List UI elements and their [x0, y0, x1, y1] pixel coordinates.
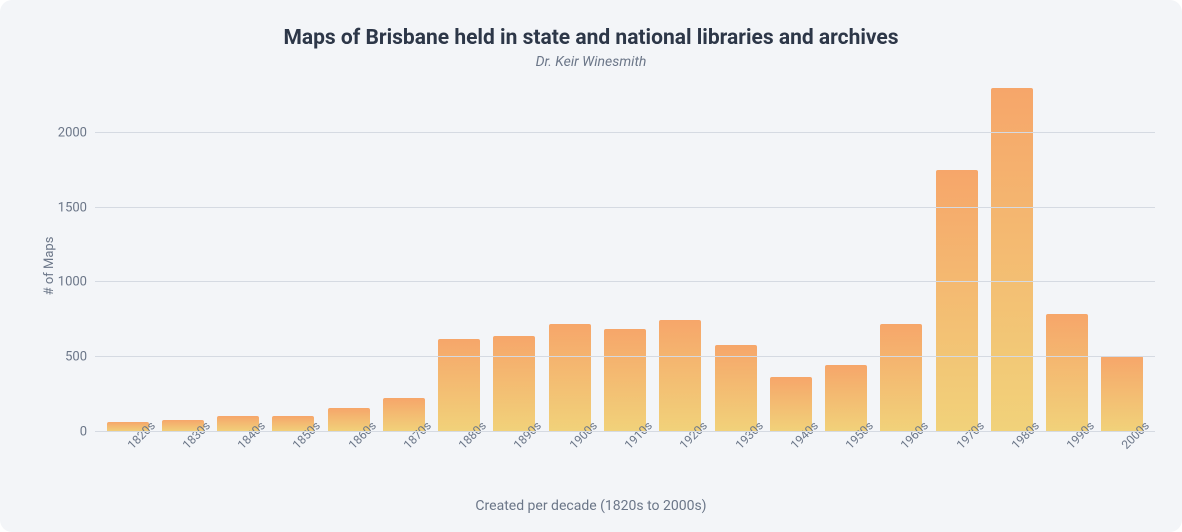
bar [825, 365, 867, 432]
bar [936, 170, 978, 432]
x-axis-label: Created per decade (1820s to 2000s) [0, 498, 1182, 514]
bar-slot: 1860s [321, 88, 376, 432]
bar-slot: 1870s [376, 88, 431, 432]
bar-slot: 2000s [1095, 88, 1150, 432]
y-tick-label: 1500 [58, 200, 87, 215]
bar [991, 88, 1033, 432]
grid-line [95, 207, 1155, 208]
bar [1101, 356, 1143, 432]
plot-area: 1820s1830s1840s1850s1860s1870s1880s1890s… [95, 88, 1155, 432]
bar [604, 329, 646, 432]
bar-slot: 1930s [708, 88, 763, 432]
bars-container: 1820s1830s1840s1850s1860s1870s1880s1890s… [95, 88, 1155, 432]
bar [493, 336, 535, 432]
bar-slot: 1840s [211, 88, 266, 432]
bar-slot: 1980s [984, 88, 1039, 432]
chart-subtitle: Dr. Keir Winesmith [0, 54, 1182, 70]
bar-slot: 1900s [542, 88, 597, 432]
bar [880, 324, 922, 432]
bar-slot: 1940s [763, 88, 818, 432]
bar-slot: 1960s [874, 88, 929, 432]
bar [549, 324, 591, 432]
bar-slot: 1910s [597, 88, 652, 432]
grid-line [95, 356, 1155, 357]
y-tick-label: 2000 [58, 125, 87, 140]
bar-slot: 1830s [155, 88, 210, 432]
chart-title: Maps of Brisbane held in state and natio… [0, 26, 1182, 50]
bar-slot: 1880s [432, 88, 487, 432]
y-tick-label: 500 [65, 350, 87, 365]
bar-slot: 1820s [100, 88, 155, 432]
bar-slot: 1990s [1040, 88, 1095, 432]
grid-line [95, 281, 1155, 282]
bar-slot: 1970s [929, 88, 984, 432]
grid-line [95, 132, 1155, 133]
bar-slot: 1850s [266, 88, 321, 432]
grid-line [95, 431, 1155, 432]
bar [438, 339, 480, 432]
bar [659, 320, 701, 432]
chart-card: Maps of Brisbane held in state and natio… [0, 0, 1182, 532]
y-tick-label: 0 [80, 425, 87, 440]
bar-slot: 1920s [653, 88, 708, 432]
bar-slot: 1950s [818, 88, 873, 432]
bar [715, 345, 757, 432]
bar [1046, 314, 1088, 432]
y-axis-label: # of Maps [42, 237, 57, 296]
bar-slot: 1890s [487, 88, 542, 432]
y-tick-label: 1000 [58, 275, 87, 290]
